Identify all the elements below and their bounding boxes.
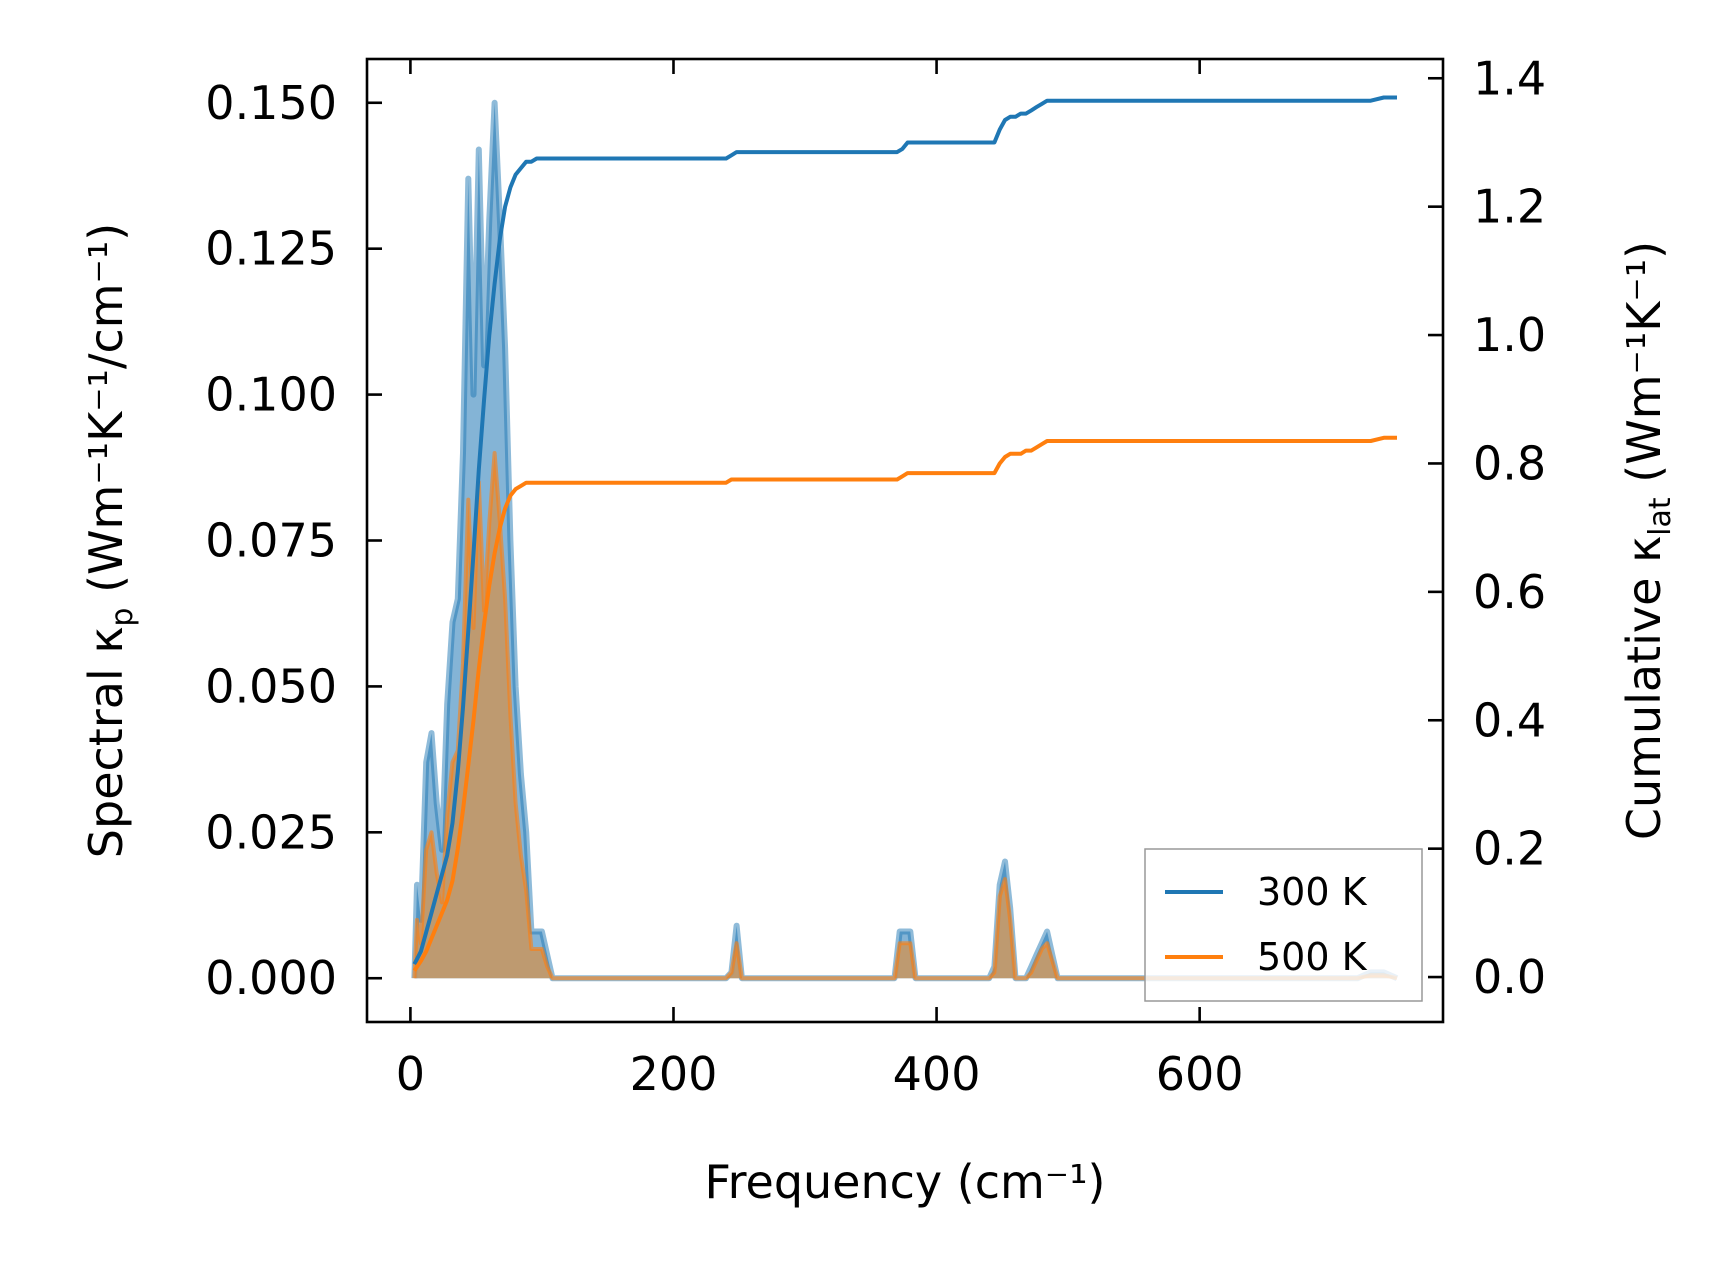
legend-label-300k: 300 K (1257, 870, 1368, 914)
y-right-tick-label: 0.2 (1473, 822, 1546, 876)
spectral-line-500k (412, 451, 1398, 981)
legend-box (1144, 848, 1423, 1002)
x-tick-label: 0 (396, 1047, 425, 1101)
y-right-tick-label: 1.2 (1473, 180, 1546, 234)
y-left-tick-label: 0.075 (205, 514, 337, 568)
y-right-tick-label: 0.6 (1473, 565, 1546, 619)
spectral-fill-500k (414, 453, 1397, 979)
spectral-line-300k (411, 99, 1399, 982)
tick-layer: 0 200 400 600 0.000 0.025 0.050 0.075 0.100 0.125… (205, 51, 1546, 1101)
y-right-tick-label: 1.0 (1473, 308, 1546, 362)
legend-label-500k: 500 K (1257, 935, 1368, 979)
y-left-tick-label: 0.100 (205, 368, 337, 422)
x-axis-label: Frequency (cm⁻¹) (705, 1155, 1106, 1209)
y-right-tick-label: 0.0 (1473, 950, 1546, 1004)
y-left-tick-label: 0.125 (205, 222, 337, 276)
y-axis-left-label: Spectral κp (Wm⁻¹K⁻¹/cm⁻¹) (79, 223, 140, 858)
y-left-label-prefix: Spectral κ (79, 627, 133, 859)
x-tick-label: 200 (630, 1047, 718, 1101)
y-left-tick-label: 0.025 (205, 805, 337, 859)
y-left-tick-label: 0.150 (205, 76, 337, 130)
plot-area (411, 95, 1399, 982)
cumulative-line-300k (412, 95, 1397, 966)
cumulative-line-500k (412, 435, 1397, 972)
y-left-label-unit: (Wm⁻¹K⁻¹/cm⁻¹) (79, 223, 133, 608)
y-right-label-subscript: lat (1643, 497, 1678, 536)
y-right-label-prefix: Cumulative κ (1617, 536, 1671, 840)
y-right-tick-label: 0.8 (1473, 436, 1546, 490)
y-left-tick-label: 0.000 (205, 951, 337, 1005)
y-right-tick-label: 0.4 (1473, 693, 1546, 747)
y-right-tick-label: 1.4 (1473, 51, 1546, 105)
y-right-label-unit: (Wm⁻¹K⁻¹) (1617, 241, 1671, 497)
x-tick-label: 600 (1156, 1047, 1244, 1101)
x-tick-label: 400 (893, 1047, 981, 1101)
y-left-label-subscript: p (105, 608, 140, 627)
spectral-fill-layer (411, 99, 1399, 982)
y-left-tick-label: 0.050 (205, 659, 337, 713)
cumulative-line-layer (412, 95, 1397, 972)
legend: 300 K 500 K (1144, 848, 1423, 1002)
y-axis-right-label: Cumulative κlat (Wm⁻¹K⁻¹) (1617, 241, 1678, 840)
spectral-fill-300k (414, 102, 1397, 979)
